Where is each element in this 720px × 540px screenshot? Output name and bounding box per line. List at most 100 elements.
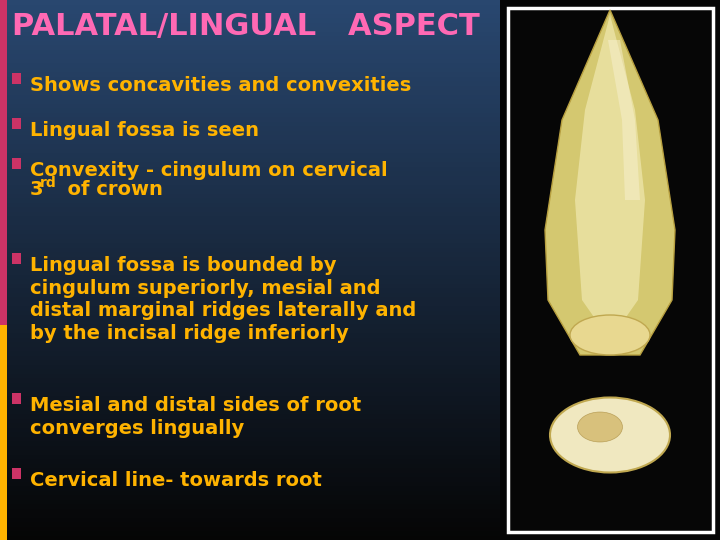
Bar [0, 207, 500, 212]
Bar [0, 405, 500, 409]
Bar [0, 31, 500, 36]
Bar [0, 351, 500, 355]
Bar [0, 144, 500, 148]
Bar [0, 279, 500, 284]
Bar [0, 360, 500, 364]
Bar [0, 40, 500, 45]
Bar [0, 185, 500, 189]
Bar [0, 112, 500, 117]
Bar [0, 409, 500, 414]
Bar [0, 198, 500, 202]
Bar [0, 261, 500, 266]
Bar [0, 131, 500, 135]
Text: Cervical line- towards root: Cervical line- towards root [30, 471, 322, 490]
Bar [0, 306, 500, 310]
Text: Convexity - cingulum on cervical: Convexity - cingulum on cervical [30, 161, 387, 180]
Bar [0, 500, 500, 504]
Bar [0, 441, 500, 445]
Bar [0, 468, 500, 472]
Bar [0, 171, 500, 176]
Bar [0, 428, 500, 432]
Bar [0, 378, 500, 382]
Bar [0, 72, 500, 77]
Polygon shape [608, 40, 640, 200]
Text: Mesial and distal sides of root
converges lingually: Mesial and distal sides of root converge… [30, 396, 361, 438]
Bar [12, 468, 21, 479]
Bar [0, 270, 500, 274]
Bar [0, 288, 500, 293]
Bar [0, 45, 500, 50]
Bar [0, 504, 500, 509]
Bar [0, 180, 500, 185]
Bar [0, 162, 500, 166]
Bar [0, 342, 500, 347]
Bar [0, 374, 500, 378]
Bar [0, 63, 500, 68]
Bar [0, 230, 500, 234]
Bar [0, 324, 500, 328]
Text: of crown: of crown [54, 180, 163, 199]
Bar [0, 23, 500, 27]
Bar [0, 513, 500, 517]
Bar [0, 153, 500, 158]
Bar [0, 108, 500, 112]
Bar [12, 73, 21, 84]
Bar [0, 14, 500, 18]
Bar [0, 347, 500, 351]
Bar [0, 139, 500, 144]
Bar [0, 320, 500, 324]
Bar [0, 166, 500, 171]
Bar [0, 193, 500, 198]
Bar [0, 297, 500, 301]
Bar [0, 432, 500, 436]
Bar [0, 27, 500, 31]
Bar [0, 99, 500, 104]
Bar [0, 18, 500, 23]
Bar [0, 325, 7, 540]
Bar [0, 148, 500, 153]
Bar [0, 382, 500, 387]
Bar [0, 401, 500, 405]
Bar [0, 486, 500, 490]
Bar [0, 369, 500, 374]
Bar [12, 118, 21, 129]
Bar [0, 509, 500, 513]
Bar [0, 526, 500, 531]
Bar [0, 387, 500, 392]
Bar [0, 85, 500, 90]
Bar [0, 158, 500, 162]
Text: Lingual fossa is seen: Lingual fossa is seen [30, 121, 259, 140]
Bar [0, 436, 500, 441]
Bar [0, 301, 500, 306]
Bar [0, 338, 500, 342]
Bar [0, 220, 500, 225]
Bar [0, 284, 500, 288]
Bar [0, 482, 500, 486]
Bar [0, 234, 500, 239]
Bar [0, 135, 500, 139]
Bar [0, 94, 500, 99]
Bar [0, 446, 500, 450]
Text: 3: 3 [30, 180, 43, 199]
Bar [0, 472, 500, 477]
Bar [0, 414, 500, 418]
Bar [0, 77, 500, 81]
Bar [0, 122, 500, 126]
Bar [0, 315, 500, 320]
Bar [0, 90, 500, 94]
Bar [0, 328, 500, 333]
Bar [0, 256, 500, 261]
Text: Lingual fossa is bounded by
cingulum superiorly, mesial and
distal marginal ridg: Lingual fossa is bounded by cingulum sup… [30, 256, 416, 343]
Bar [0, 126, 500, 131]
Text: PALATAL/LINGUAL   ASPECT: PALATAL/LINGUAL ASPECT [12, 12, 480, 41]
Bar [0, 455, 500, 459]
Bar [0, 243, 500, 247]
Bar [0, 459, 500, 463]
Bar [0, 202, 500, 207]
Bar [0, 117, 500, 122]
Bar [508, 8, 713, 532]
Bar [0, 225, 500, 229]
Bar [0, 104, 500, 108]
Bar [0, 36, 500, 40]
Ellipse shape [577, 412, 623, 442]
